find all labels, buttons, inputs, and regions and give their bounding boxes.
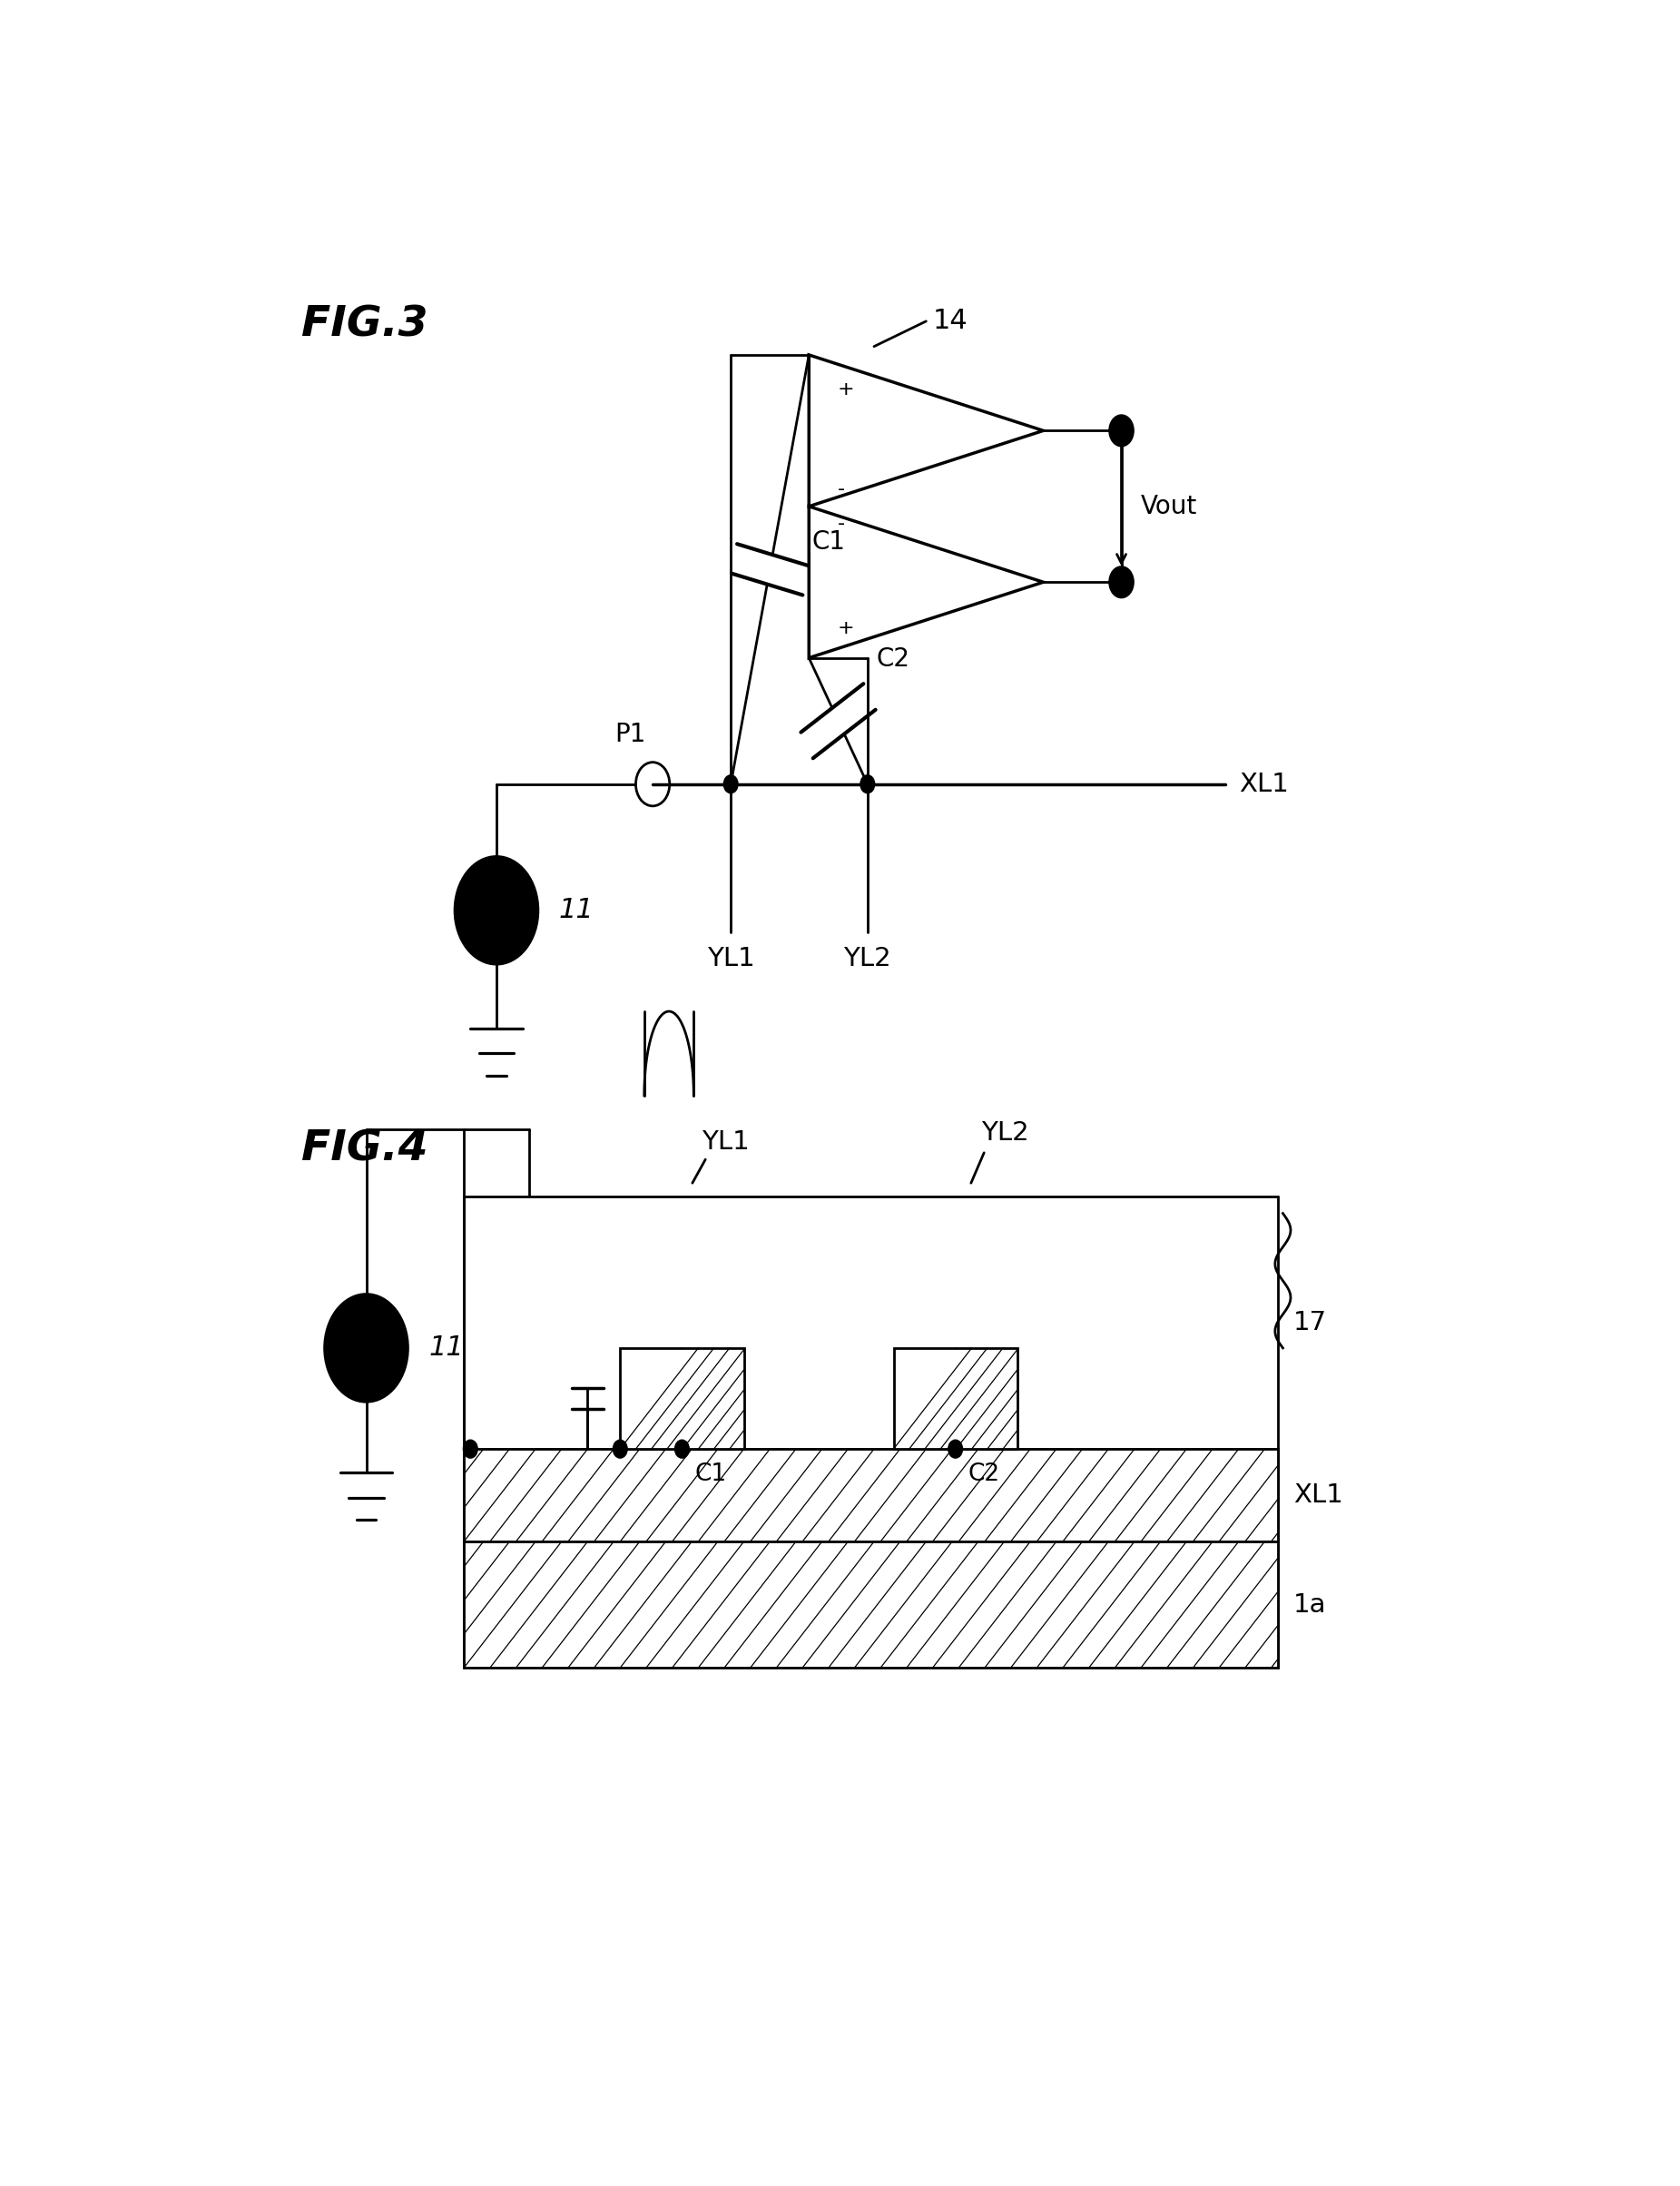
Text: YL2: YL2 — [981, 1121, 1030, 1145]
Text: FIG.3: FIG.3 — [301, 304, 428, 345]
Circle shape — [675, 1441, 689, 1458]
Text: 11: 11 — [559, 896, 595, 922]
Circle shape — [724, 776, 738, 794]
Text: XL1: XL1 — [1294, 1482, 1342, 1508]
Text: +: + — [838, 380, 855, 398]
Circle shape — [613, 1441, 627, 1458]
Bar — [464, 1449, 1278, 1541]
Circle shape — [455, 857, 538, 964]
Text: C1: C1 — [811, 529, 845, 555]
Text: -: - — [838, 516, 845, 533]
Circle shape — [464, 1441, 477, 1458]
Text: 11: 11 — [428, 1336, 464, 1362]
Text: 17: 17 — [1294, 1309, 1327, 1336]
Circle shape — [324, 1294, 408, 1401]
Text: Vout: Vout — [1141, 494, 1198, 518]
Text: YL2: YL2 — [843, 947, 892, 971]
Text: P1: P1 — [615, 721, 647, 748]
Text: YL1: YL1 — [702, 1128, 749, 1154]
Text: C2: C2 — [968, 1462, 1000, 1486]
Circle shape — [1110, 566, 1132, 597]
Bar — [894, 1349, 1018, 1449]
Bar — [464, 1541, 1278, 1668]
Text: YL1: YL1 — [707, 947, 754, 971]
Circle shape — [860, 776, 874, 794]
Text: C1: C1 — [696, 1462, 727, 1486]
Circle shape — [1110, 415, 1132, 446]
Text: FIG.4: FIG.4 — [301, 1130, 428, 1170]
Text: 14: 14 — [932, 308, 968, 334]
Text: XL1: XL1 — [1238, 772, 1289, 798]
Text: +: + — [838, 619, 855, 638]
Text: 1a: 1a — [1294, 1591, 1327, 1618]
Text: C2: C2 — [875, 647, 909, 671]
Text: -: - — [838, 479, 845, 498]
Circle shape — [949, 1441, 963, 1458]
Bar — [620, 1349, 744, 1449]
